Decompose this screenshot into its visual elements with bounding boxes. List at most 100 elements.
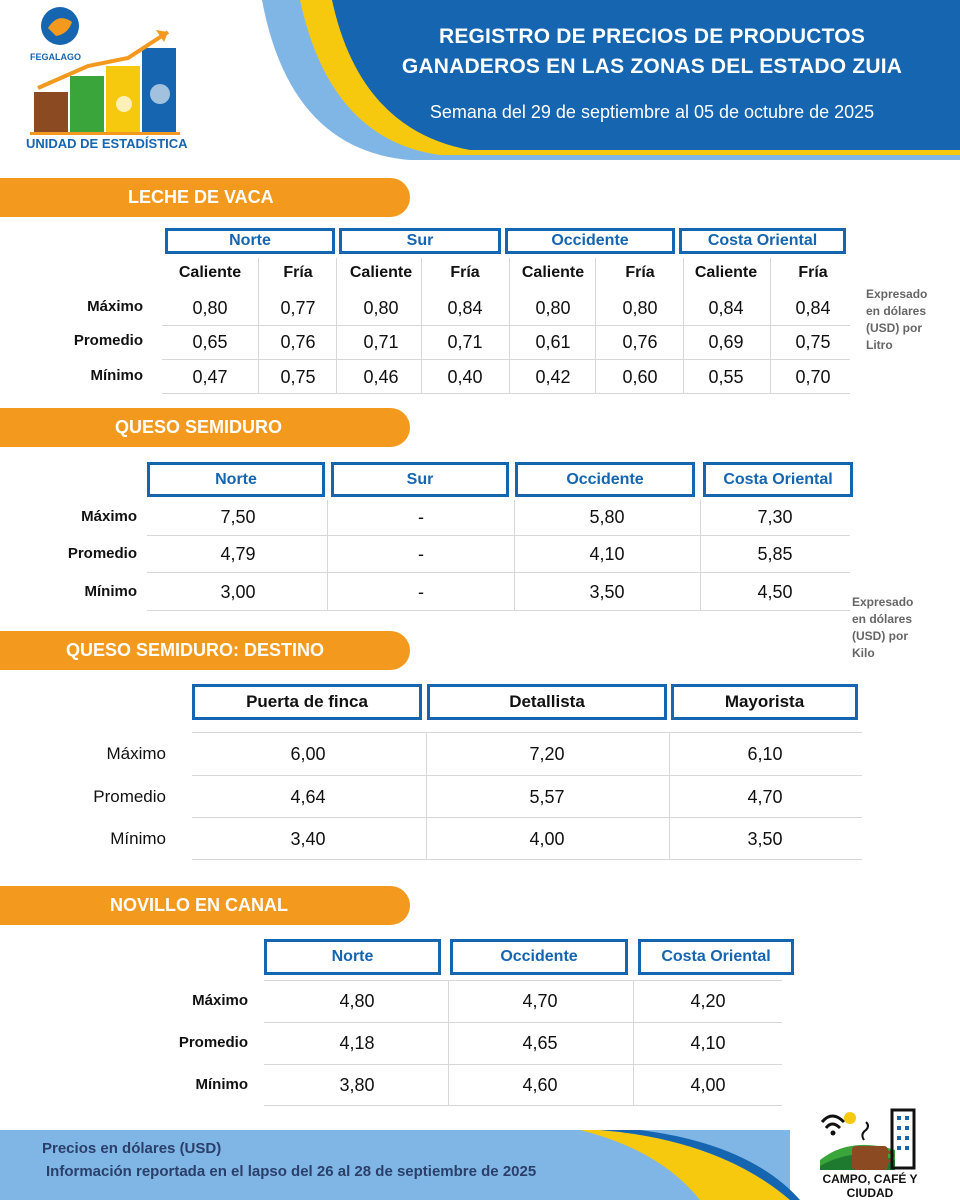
column-divider (683, 258, 684, 393)
section-banner-leche: LECHE DE VACA (0, 178, 410, 217)
row-label: Mínimo (195, 1076, 249, 1093)
price-cell: 3,40 (290, 828, 326, 849)
column-divider (595, 258, 596, 393)
zone-header: Norte (264, 939, 441, 975)
price-cell: 0,80 (622, 297, 658, 318)
column-divider (258, 258, 259, 393)
price-cell: 0,76 (280, 331, 316, 352)
zone-header: Occidente (505, 228, 675, 254)
price-cell: 6,00 (290, 743, 326, 764)
row-label: Promedio (178, 1034, 248, 1051)
section-banner-queso: QUESO SEMIDURO (0, 408, 410, 447)
temperature-subheader: Fría (283, 264, 313, 281)
note-line: en dólares (866, 304, 927, 318)
row-divider (264, 1064, 782, 1065)
row-label: Mínimo (90, 367, 144, 384)
price-cell: 0,84 (447, 297, 483, 318)
row-divider (147, 535, 850, 536)
campo-cafe-ciudad-logo (820, 1108, 916, 1170)
logo-name: FEGALAGO (30, 52, 81, 62)
title-line-1: REGISTRO DE PRECIOS DE PRODUCTOS (438, 25, 866, 48)
zone-header: Costa Oriental (679, 228, 846, 254)
price-cell: 3,80 (339, 1074, 375, 1095)
price-cell: 4,70 (747, 786, 783, 807)
row-divider (264, 1105, 782, 1106)
price-cell: 0,75 (280, 366, 316, 387)
price-cell: 5,85 (757, 543, 793, 564)
row-divider (192, 732, 862, 733)
note-line: en dólares (852, 612, 913, 626)
section-title-novillo: NOVILLO EN CANAL (110, 895, 288, 915)
logo-graphic (30, 7, 180, 135)
price-cell: 5,57 (529, 786, 565, 807)
column-divider (327, 500, 328, 610)
row-label: Máximo (192, 992, 248, 1009)
price-cell: 4,64 (290, 786, 326, 807)
brand-caption: CAMPO, CAFÉ Y CIUDAD (822, 1172, 918, 1200)
price-cell: 0,76 (622, 331, 658, 352)
destination-header: Detallista (427, 684, 667, 720)
price-cell: 4,10 (589, 543, 625, 564)
price-cell: 4,10 (690, 1032, 726, 1053)
row-label: Promedio (67, 545, 137, 562)
price-cell: 3,50 (747, 828, 783, 849)
row-divider (192, 859, 862, 860)
price-cell: 0,71 (447, 331, 483, 352)
price-cell: 0,69 (708, 331, 744, 352)
zone-header: Costa Oriental (703, 462, 853, 497)
note-line: Kilo (852, 646, 875, 660)
temperature-subheader: Fría (625, 264, 655, 281)
note-line: Litro (866, 338, 893, 352)
temperature-subheader: Caliente (521, 264, 585, 281)
row-divider (192, 775, 862, 776)
price-cell: 0,75 (795, 331, 831, 352)
price-cell: 0,80 (363, 297, 399, 318)
note-litro: Expresado en dólares (USD) por Litro (866, 286, 927, 354)
note-line: (USD) por (866, 321, 922, 335)
price-cell: - (418, 543, 424, 564)
temperature-subheader: Fría (798, 264, 828, 281)
row-label: Máximo (87, 298, 143, 315)
price-cell: 3,00 (220, 581, 256, 602)
zone-header: Norte (165, 228, 335, 254)
temperature-subheader: Caliente (694, 264, 758, 281)
row-label: Mínimo (84, 583, 138, 600)
row-divider (192, 817, 862, 818)
section-title-leche: LECHE DE VACA (128, 187, 274, 207)
column-divider (633, 980, 634, 1105)
section-banner-novillo: NOVILLO EN CANAL (0, 886, 410, 925)
price-cell: - (418, 581, 424, 602)
destination-header: Mayorista (671, 684, 858, 720)
zone-header: Occidente (515, 462, 695, 497)
temperature-subheader: Fría (450, 264, 480, 281)
footer-background (0, 1130, 800, 1200)
row-divider (264, 980, 782, 981)
price-cell: 0,77 (280, 297, 316, 318)
section-banner-destino: QUESO SEMIDURO: DESTINO (0, 631, 410, 670)
column-divider (336, 258, 337, 393)
column-divider (448, 980, 449, 1105)
price-cell: 0,84 (708, 297, 744, 318)
price-cell: 4,20 (690, 990, 726, 1011)
page-subtitle: Semana del 29 de septiembre al 05 de oct… (429, 102, 875, 122)
price-cell: 0,84 (795, 297, 831, 318)
price-cell: 0,42 (535, 366, 571, 387)
price-cell: 4,70 (522, 990, 558, 1011)
price-cell: 4,60 (522, 1074, 558, 1095)
price-cell: 4,65 (522, 1032, 558, 1053)
price-cell: 0,61 (535, 331, 571, 352)
row-label: Mínimo (110, 829, 166, 848)
price-cell: 0,80 (192, 297, 228, 318)
price-cell: 0,65 (192, 331, 228, 352)
column-divider (421, 258, 422, 393)
row-label: Máximo (106, 744, 166, 763)
price-cell: 0,46 (363, 366, 399, 387)
row-divider (147, 610, 850, 611)
price-cell: 4,00 (529, 828, 565, 849)
row-label: Máximo (81, 508, 137, 525)
price-cell: 0,71 (363, 331, 399, 352)
row-divider (264, 1022, 782, 1023)
price-cell: 0,40 (447, 366, 483, 387)
zone-header: Sur (331, 462, 509, 497)
column-divider (426, 732, 427, 859)
